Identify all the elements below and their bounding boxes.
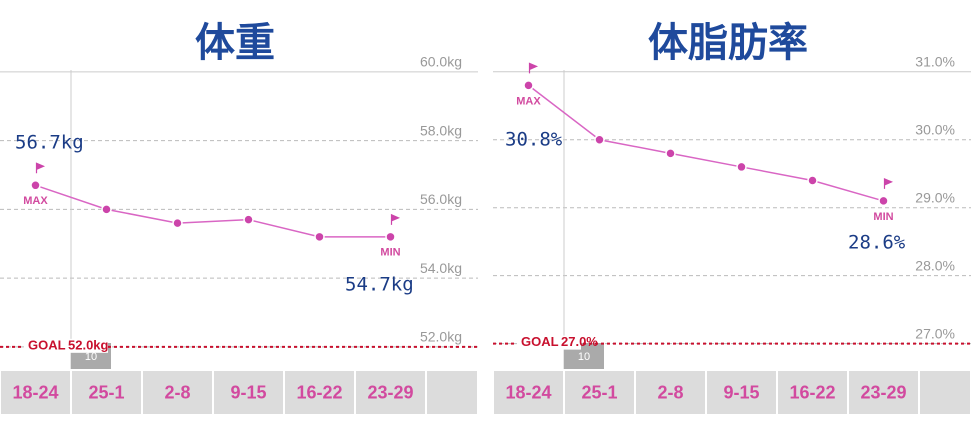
- data-point: [243, 214, 254, 225]
- goal-value: 52.0kg: [68, 337, 109, 352]
- goal-value: 27.0%: [561, 334, 598, 349]
- x-tick-label: 16-22: [296, 382, 342, 402]
- chart-title: 体脂肪率: [648, 20, 808, 66]
- y-tick-label: 58.0kg: [420, 122, 462, 138]
- category-cell: [283, 369, 356, 416]
- data-point: [736, 161, 747, 173]
- chart-title: 体重: [195, 20, 275, 66]
- x-tick-label: 18-24: [505, 382, 551, 402]
- category-cell: [212, 369, 285, 416]
- data-point: [594, 134, 605, 145]
- y-tick-label: 30.0%: [915, 121, 955, 137]
- y-tick-label: 60.0kg: [420, 54, 462, 70]
- flag-icon: [528, 62, 539, 74]
- series-line: [35, 184, 391, 238]
- x-tick-label: 2-8: [164, 382, 190, 402]
- data-point: [878, 195, 889, 207]
- x-tick-label: 23-29: [860, 382, 906, 402]
- y-tick-label: 27.0%: [915, 325, 955, 341]
- x-tick-label: 9-15: [723, 382, 759, 402]
- data-point: [807, 175, 818, 186]
- flag-icon: [35, 162, 46, 174]
- category-cell: [918, 369, 971, 416]
- month-label: 10: [85, 351, 97, 363]
- data-point: [314, 231, 325, 243]
- data-point: [385, 231, 396, 243]
- month-label: 10: [578, 351, 590, 363]
- x-tick-label: 2-8: [657, 382, 683, 402]
- min-label: MIN: [380, 247, 400, 259]
- data-point: [665, 148, 676, 159]
- category-cell: [70, 369, 143, 416]
- x-tick-label: 23-29: [367, 382, 413, 402]
- min-label: MIN: [873, 211, 893, 223]
- x-tick-label: 9-15: [230, 382, 266, 402]
- y-tick-label: 31.0%: [915, 53, 955, 69]
- data-point: [30, 180, 41, 191]
- handwritten-note: 54.7kg: [345, 274, 414, 296]
- x-tick-label: 25-1: [581, 382, 617, 402]
- goal-label: GOAL: [521, 334, 559, 349]
- category-cell: [492, 369, 565, 416]
- handwritten-note: 28.6%: [848, 232, 906, 254]
- y-tick-label: 29.0%: [915, 189, 955, 205]
- series-line: [528, 84, 884, 202]
- goal-label: GOAL: [28, 337, 66, 352]
- x-tick-label: 18-24: [12, 382, 58, 402]
- handwritten-note: 56.7kg: [15, 132, 84, 154]
- goal-label-bg: [24, 338, 108, 353]
- x-tick-label: 16-22: [789, 382, 835, 402]
- y-tick-label: 52.0kg: [420, 329, 462, 345]
- data-point: [523, 80, 534, 91]
- flag-icon: [390, 213, 401, 225]
- flag-icon: [883, 177, 894, 189]
- data-point: [101, 204, 112, 215]
- handwritten-note: 30.8%: [505, 129, 563, 151]
- y-tick-label: 54.0kg: [420, 260, 462, 276]
- category-cell: [425, 369, 479, 416]
- max-label: MAX: [516, 95, 541, 107]
- data-point: [172, 217, 183, 229]
- y-tick-label: 56.0kg: [420, 191, 462, 207]
- x-tick-label: 25-1: [88, 382, 124, 402]
- goal-label-bg: [517, 335, 581, 350]
- category-cell: [141, 369, 214, 416]
- max-label: MAX: [23, 195, 48, 207]
- y-tick-label: 28.0%: [915, 257, 955, 273]
- category-cell: [563, 369, 636, 416]
- category-cell: [634, 369, 707, 416]
